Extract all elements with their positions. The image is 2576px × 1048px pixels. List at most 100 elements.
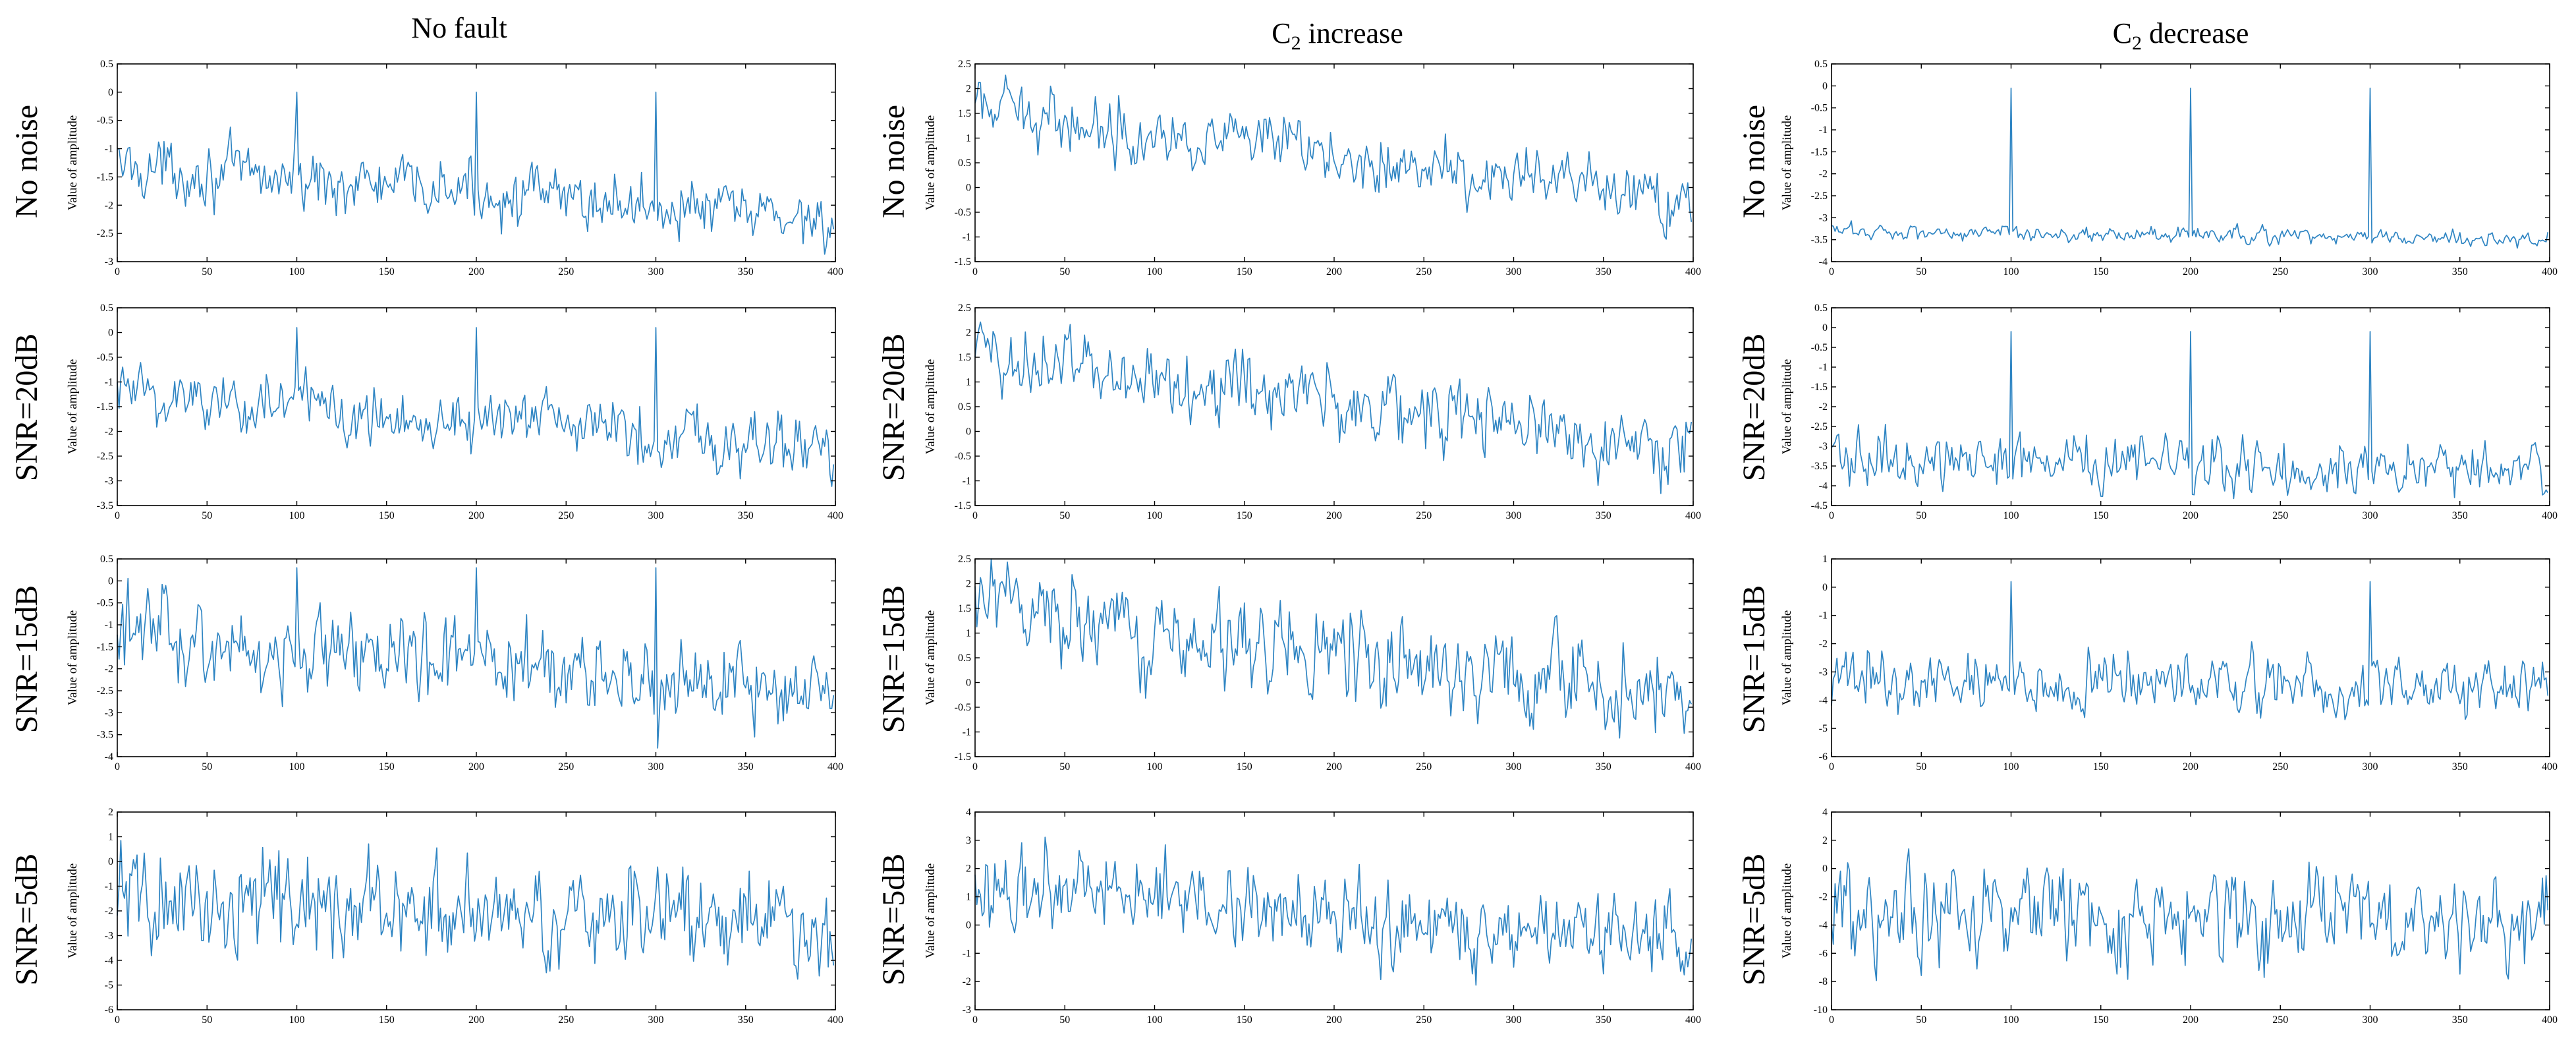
y-tick-label: 1 <box>966 892 971 903</box>
y-tick-label: -1.5 <box>1811 146 1828 158</box>
x-tick-label: 350 <box>738 510 754 521</box>
x-tick-label: 0 <box>1829 1014 1834 1026</box>
y-tick-label: -10 <box>1814 1004 1828 1016</box>
y-tick-label: -2 <box>1819 892 1828 903</box>
y-tick-label: 0.5 <box>100 59 113 70</box>
y-tick-label: 4 <box>966 807 971 818</box>
y-tick-label: -1 <box>105 144 113 155</box>
x-tick-label: 400 <box>1685 266 1701 277</box>
x-tick-label: 0 <box>115 510 120 521</box>
y-tick-label: -3.5 <box>1811 235 1828 246</box>
y-tick-label: 0 <box>1822 582 1828 593</box>
y-tick-label: -1 <box>105 620 113 631</box>
x-tick-label: 400 <box>2542 1014 2558 1026</box>
x-tick-label: 0 <box>972 510 978 521</box>
y-tick-label: -1 <box>1819 610 1828 622</box>
x-tick-label: 300 <box>648 266 664 277</box>
x-tick-label: 50 <box>202 1014 212 1026</box>
y-tick-label: -6 <box>1819 948 1828 959</box>
panel-nofault-15db: 0 50 100 150 200 250 300 350 400 -4 -3.5 -3 -2.5 -2 -1… <box>66 554 843 772</box>
y-axis-label: Value of amplitude <box>1780 359 1794 455</box>
row-title-no-noise: No noise <box>1737 105 1772 218</box>
x-tick-label: 300 <box>1506 266 1522 277</box>
y-tick-label: -1 <box>105 881 113 892</box>
series-line <box>1831 87 2549 249</box>
panel-c2dec-5db: 0 50 100 150 200 250 300 350 400 -10 -8 -6 -4 -2 0 2 4 Va… <box>1780 807 2558 1026</box>
x-tick-label: 350 <box>2452 266 2468 277</box>
x-tick-label: 0 <box>1829 761 1834 772</box>
x-tick-label: 300 <box>2363 510 2378 521</box>
y-tick-label: 2 <box>1822 835 1828 846</box>
row-title-snr-20db: SNR=20dB <box>876 334 911 481</box>
y-axis-label: Value of amplitude <box>1780 610 1794 706</box>
x-tick-label: 250 <box>1416 510 1432 521</box>
y-tick-label: -0.5 <box>97 598 113 609</box>
y-tick-label: -4 <box>105 751 113 763</box>
x-tick-label: 100 <box>289 1014 305 1026</box>
x-tick-label: 100 <box>2003 1014 2019 1026</box>
y-axis-label: Value of amplitude <box>1780 863 1794 959</box>
y-tick-label: -1.5 <box>97 641 113 653</box>
y-tick-label: 1 <box>1822 554 1828 565</box>
x-tick-label: 250 <box>1416 266 1432 277</box>
panel-c2inc-15db: 0 50 100 150 200 250 300 350 400 -1.5 -1 -0.5 0 0.5 1 1… <box>924 554 1701 772</box>
x-tick-label: 200 <box>1326 761 1342 772</box>
y-tick-label: 0.5 <box>100 554 113 565</box>
y-tick-label: -1 <box>963 948 971 959</box>
row-title-snr-15db: SNR=15dB <box>9 585 44 733</box>
x-tick-label: 250 <box>2272 1014 2288 1026</box>
y-tick-label: 1.5 <box>958 352 971 363</box>
series-line <box>1831 848 2549 981</box>
series-line <box>974 836 1693 986</box>
x-tick-label: 400 <box>2542 510 2558 521</box>
y-tick-label: -3 <box>1819 212 1828 223</box>
y-tick-label: -5 <box>1819 723 1828 734</box>
x-tick-label: 300 <box>648 1014 664 1026</box>
x-tick-label: 100 <box>2003 266 2019 277</box>
x-tick-label: 250 <box>558 761 574 772</box>
y-tick-label: 0 <box>1822 863 1828 875</box>
y-tick-label: -6 <box>1819 751 1828 763</box>
column-title-c2-increase: C2 increase <box>1272 17 1403 54</box>
x-tick-label: 200 <box>468 510 484 521</box>
y-tick-label: -0.5 <box>1811 342 1828 353</box>
x-tick-label: 150 <box>379 266 395 277</box>
series-line <box>1831 331 2549 500</box>
x-tick-label: 100 <box>1147 266 1163 277</box>
y-axis-label: Value of amplitude <box>924 359 938 455</box>
x-tick-label: 0 <box>972 266 978 277</box>
x-tick-label: 50 <box>1059 266 1070 277</box>
x-tick-label: 0 <box>115 1014 120 1026</box>
x-tick-label: 250 <box>2272 266 2288 277</box>
y-tick-label: 0 <box>1822 322 1828 334</box>
y-tick-label: -5 <box>105 980 113 991</box>
y-tick-label: -2.5 <box>97 685 113 697</box>
x-tick-label: 350 <box>738 761 754 772</box>
y-tick-label: -2 <box>1819 639 1828 650</box>
y-tick-label: -4 <box>1819 695 1828 706</box>
y-tick-label: -1 <box>105 377 113 388</box>
y-tick-label: 1 <box>108 832 113 843</box>
panel-nofault-nonoise: 0 50 100 150 200 250 300 350 400 -3 -2.5 -2 -1.5 -1 -0… <box>66 59 843 277</box>
y-tick-label: -0.5 <box>955 702 971 713</box>
x-tick-label: 250 <box>558 266 574 277</box>
x-tick-label: 250 <box>558 1014 574 1026</box>
x-tick-label: 0 <box>972 1014 978 1026</box>
y-tick-label: -2 <box>105 664 113 675</box>
y-axis-label: Value of amplitude <box>924 115 938 211</box>
row-title-snr-15db: SNR=15dB <box>1737 585 1772 733</box>
series-line <box>1831 581 2549 720</box>
x-tick-label: 400 <box>2542 266 2558 277</box>
x-tick-label: 100 <box>289 510 305 521</box>
y-tick-label: -0.5 <box>97 115 113 127</box>
y-tick-label: 1.5 <box>958 603 971 614</box>
x-tick-label: 400 <box>827 1014 843 1026</box>
y-tick-label: 0 <box>108 328 113 339</box>
x-tick-label: 150 <box>2093 761 2109 772</box>
x-tick-label: 150 <box>1237 510 1252 521</box>
x-tick-label: 250 <box>558 510 574 521</box>
x-tick-label: 150 <box>379 510 395 521</box>
series-line <box>974 321 1693 494</box>
